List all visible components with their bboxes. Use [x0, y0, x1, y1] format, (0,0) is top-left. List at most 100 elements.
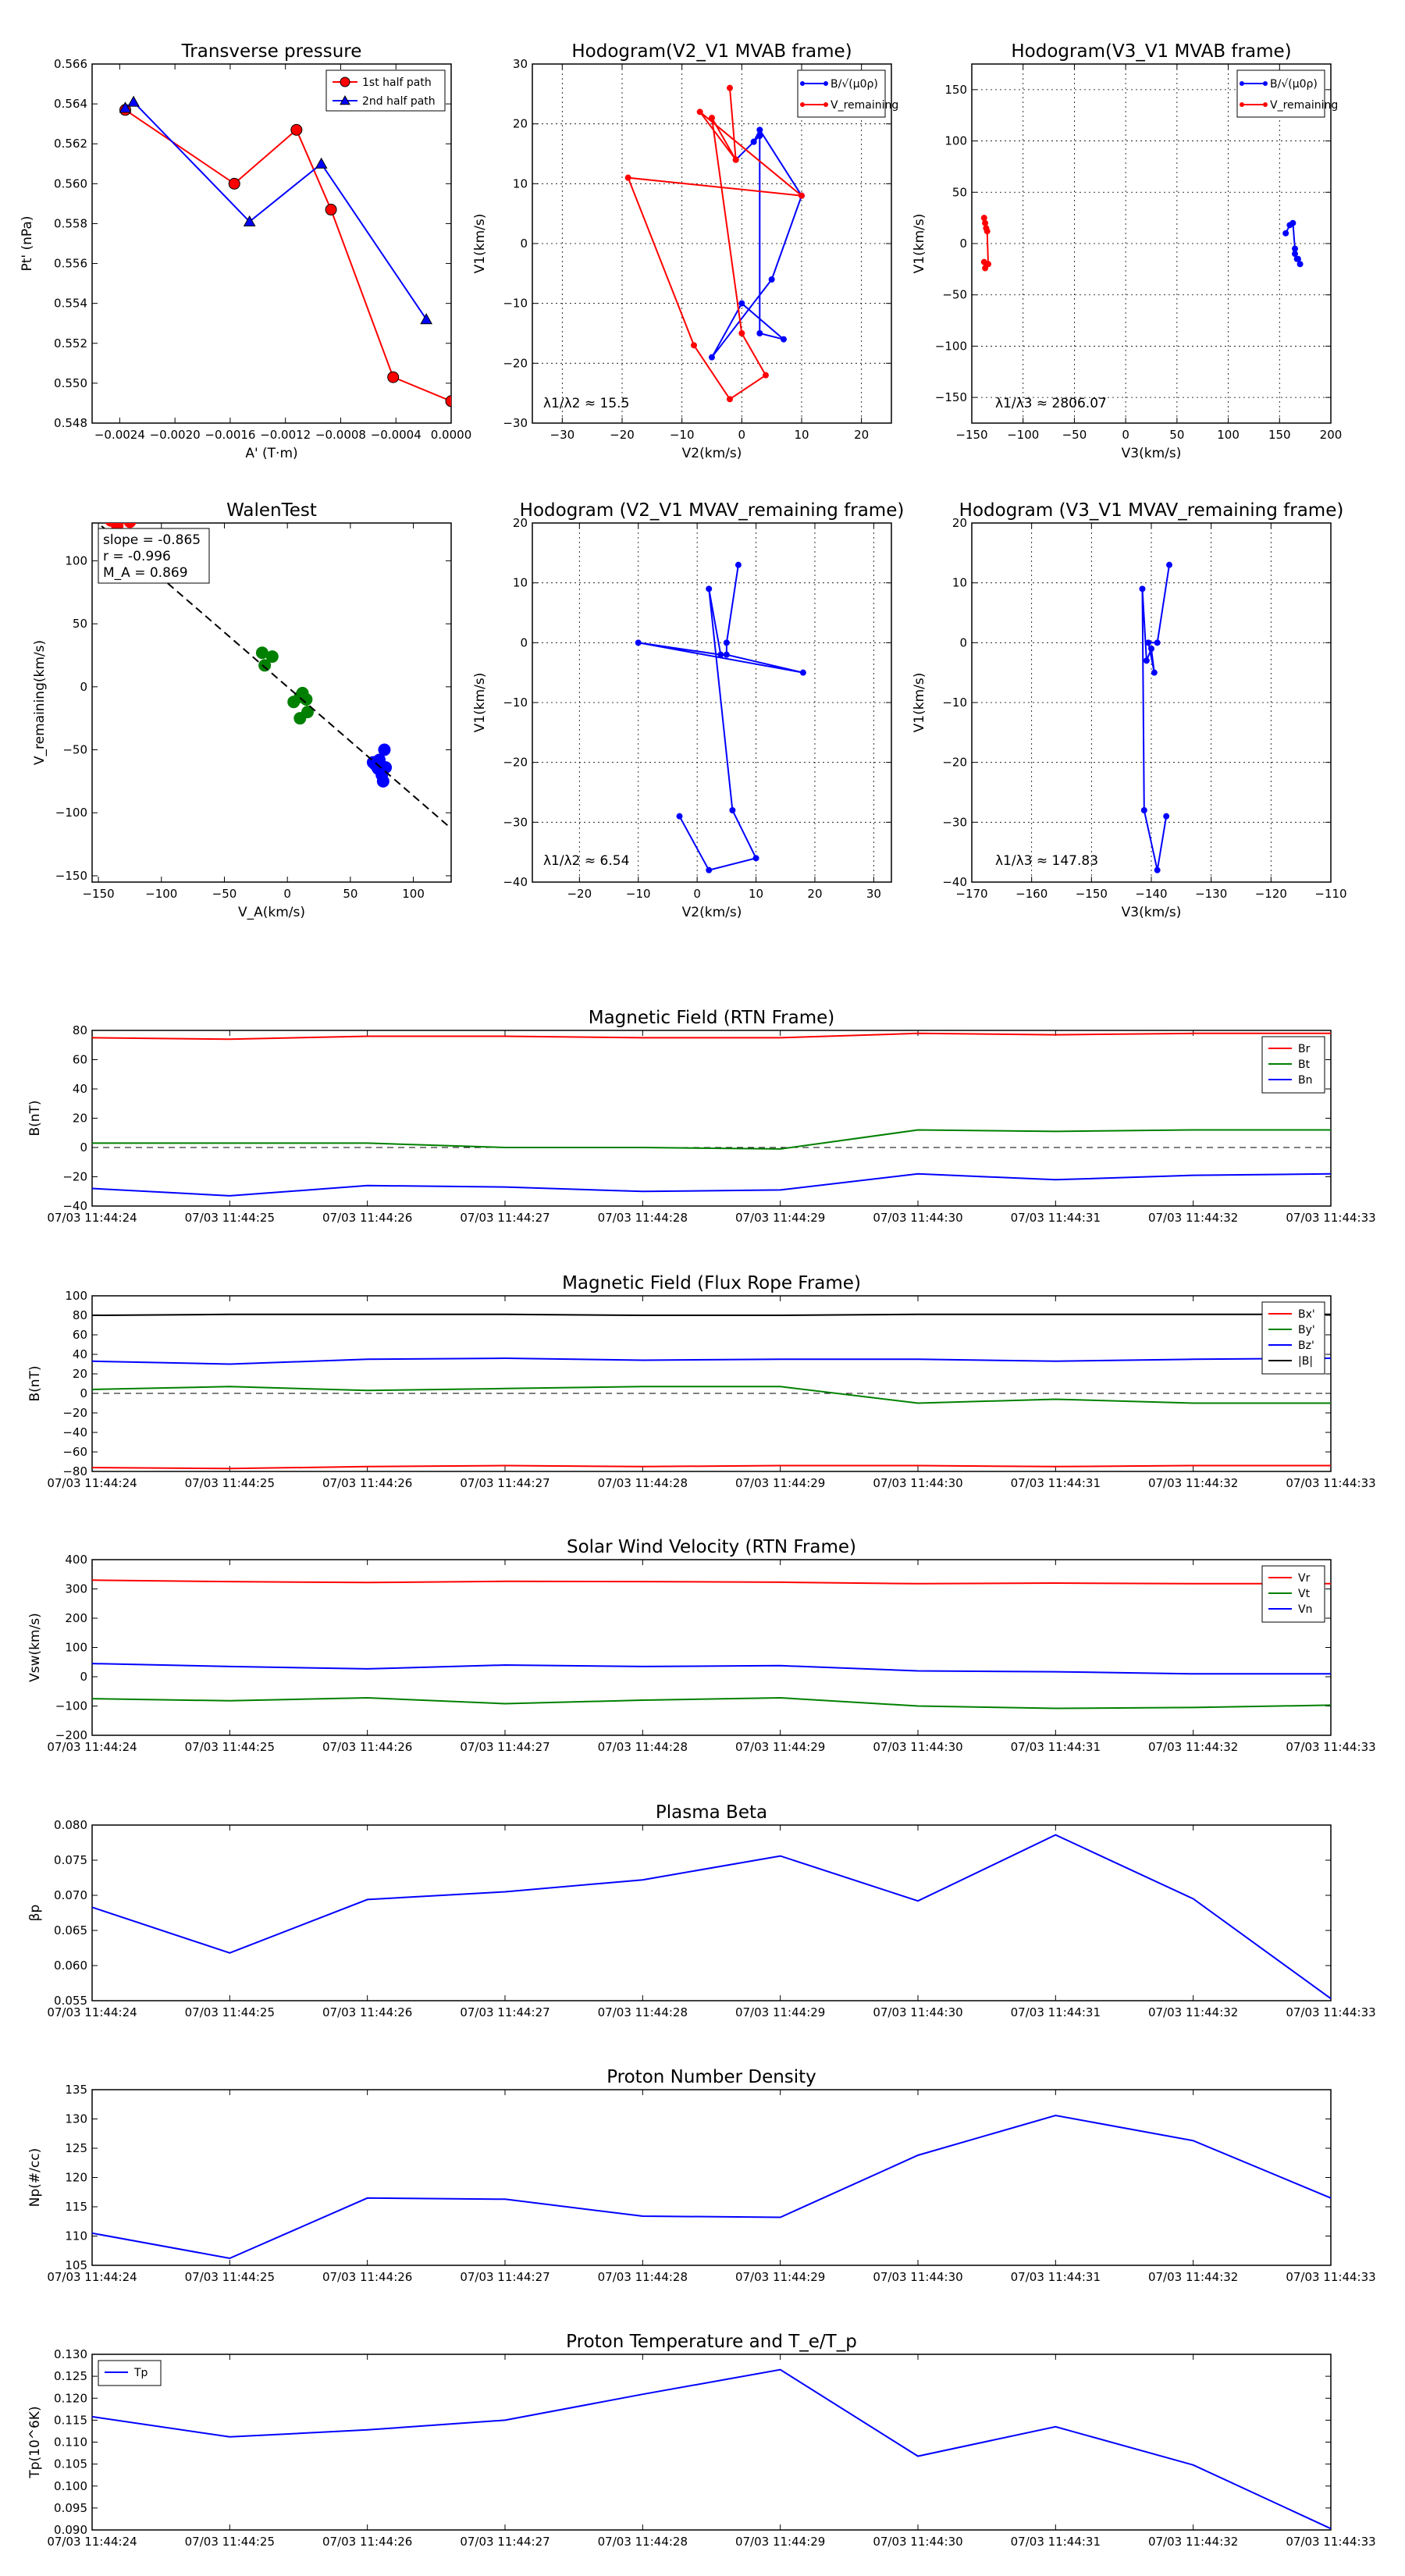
bf-time-label: 07/03 11:44:30	[873, 1211, 962, 1225]
walen-frame	[91, 522, 452, 883]
bf-time-label: 07/03 11:44:26	[322, 1211, 412, 1225]
h1-point	[750, 138, 757, 145]
bf-time-label: 07/03 11:44:31	[1011, 1211, 1101, 1225]
pt-xtick-label: −0.0016	[205, 428, 255, 442]
h1-point	[756, 133, 763, 139]
tp-time-label: 07/03 11:44:31	[1011, 2535, 1101, 2549]
h4-point	[1148, 646, 1154, 652]
h1-point	[696, 109, 703, 116]
bf-ylabel: B(nT)	[27, 1100, 43, 1136]
h3-xtick-label: 10	[749, 887, 763, 901]
walen-xtick-label: −50	[212, 887, 237, 901]
h2-legend-label: B/√(μ0ρ)	[1270, 78, 1318, 91]
tp-ytick-label: 0.100	[54, 2479, 87, 2493]
beta-time-label: 07/03 11:44:27	[460, 2005, 550, 2019]
vsw-ylabel: Vsw(km/s)	[27, 1613, 43, 1682]
pt-ytick-label: 0.556	[54, 257, 87, 271]
h1-point	[799, 192, 805, 199]
h3-plot-area	[635, 561, 806, 873]
bfr-legend-label: Bz'	[1298, 1340, 1314, 1352]
tp-ytick-label: 0.095	[54, 2501, 87, 2515]
h4-xlabel: V3(km/s)	[1122, 905, 1182, 920]
pt-xlabel: A' (T·m)	[245, 446, 297, 461]
np-time-label: 07/03 11:44:26	[322, 2270, 412, 2284]
h4-xtick-label: −120	[1255, 887, 1287, 901]
pt-xtick-label: −0.0020	[150, 428, 201, 442]
vsw-time-label: 07/03 11:44:29	[735, 1740, 825, 1754]
np-time-label: 07/03 11:44:24	[47, 2270, 137, 2284]
beta-time-label: 07/03 11:44:29	[735, 2005, 825, 2019]
np-ytick-label: 135	[65, 2083, 87, 2097]
h3-point	[729, 807, 736, 813]
pt-frame	[91, 63, 452, 424]
h1-ytick-label: −30	[503, 416, 528, 430]
pt-point	[243, 215, 256, 226]
h4-ytick-label: 10	[952, 576, 967, 590]
bf-time-label: 07/03 11:44:27	[460, 1211, 550, 1225]
pt-legend-marker-1	[340, 94, 350, 105]
h2-xlabel: V3(km/s)	[1122, 446, 1182, 461]
h4-ytick-label: −30	[942, 815, 967, 829]
vsw-frame	[91, 1559, 1332, 1736]
h1-point	[709, 115, 715, 121]
h2-legend-dot2-1	[1263, 102, 1268, 107]
bfr-legend-label: By'	[1298, 1324, 1315, 1336]
h2-title: Hodogram(V3_V1 MVAB frame)	[1011, 41, 1291, 62]
h2-ytick-label: 50	[952, 185, 967, 199]
h3-point	[752, 855, 759, 862]
h2-legend-dot-1	[1240, 102, 1244, 107]
pt-point	[420, 313, 433, 325]
bfr-series-Bz'	[91, 1357, 1332, 1365]
pt-point	[127, 95, 140, 107]
h1-point	[691, 342, 697, 349]
pt-ytick-label: 0.566	[54, 57, 87, 71]
h3-point	[723, 639, 730, 646]
tp-ytick-label: 0.125	[54, 2369, 87, 2383]
bfr-ytick-label: 60	[73, 1328, 87, 1342]
h2-ytick-label: 100	[944, 134, 967, 148]
tp-time-label: 07/03 11:44:32	[1148, 2535, 1238, 2549]
pt-legend-label: 1st half path	[362, 76, 432, 89]
h2-ytick-label: −150	[935, 390, 967, 404]
walen-point	[255, 646, 269, 660]
h2-point	[980, 215, 987, 222]
h1-ytick-label: −20	[503, 356, 528, 370]
tp-ytick-label: 0.110	[54, 2435, 87, 2450]
tp-ytick-label: 0.130	[54, 2347, 87, 2361]
tp-ylabel: Tp(10^6K)	[27, 2406, 43, 2478]
walen-ytick-label: 100	[65, 553, 87, 568]
pt-ytick-label: 0.552	[54, 336, 87, 350]
beta-time-label: 07/03 11:44:25	[185, 2005, 275, 2019]
h2-legend	[1236, 69, 1325, 118]
np-time-label: 07/03 11:44:30	[873, 2270, 962, 2284]
h3-point	[735, 561, 742, 568]
h3-point	[799, 669, 806, 676]
tp-time-label: 07/03 11:44:27	[460, 2535, 550, 2549]
h1-ytick-label: −10	[503, 297, 528, 311]
bfr-time-label: 07/03 11:44:26	[322, 1476, 412, 1490]
np-time-label: 07/03 11:44:33	[1286, 2270, 1375, 2284]
bf-time-label: 07/03 11:44:33	[1286, 1211, 1375, 1225]
h1-legend-dot-0	[800, 81, 805, 86]
walen-stats-box	[98, 528, 210, 584]
walen-xlabel: V_A(km/s)	[238, 905, 305, 920]
walen-point	[258, 659, 272, 672]
h1-legend-dot2-1	[823, 102, 828, 107]
bf-series-Bt	[92, 1129, 1331, 1150]
np-ytick-label: 105	[65, 2258, 87, 2272]
bf-ytick-label: 80	[73, 1023, 87, 1037]
np-frame	[91, 2089, 1332, 2266]
h1-point	[768, 276, 775, 283]
h3-ylabel: V1(km/s)	[472, 673, 488, 733]
walen-point	[265, 650, 279, 664]
h1-point	[738, 300, 745, 307]
h2-ytick-label: 150	[944, 83, 967, 97]
walen-ytick-label: −50	[62, 743, 87, 757]
vsw-legend-label: Vt	[1298, 1588, 1311, 1600]
h3-title: Hodogram (V2_V1 MVAV_remaining frame)	[520, 500, 905, 521]
np-time-label: 07/03 11:44:28	[598, 2270, 688, 2284]
vsw-series-Vr	[91, 1579, 1331, 1585]
walen-ytick-label: 0	[80, 680, 87, 694]
h2-ytick-label: −100	[935, 339, 967, 353]
beta-ytick-label: 0.070	[54, 1888, 87, 1902]
